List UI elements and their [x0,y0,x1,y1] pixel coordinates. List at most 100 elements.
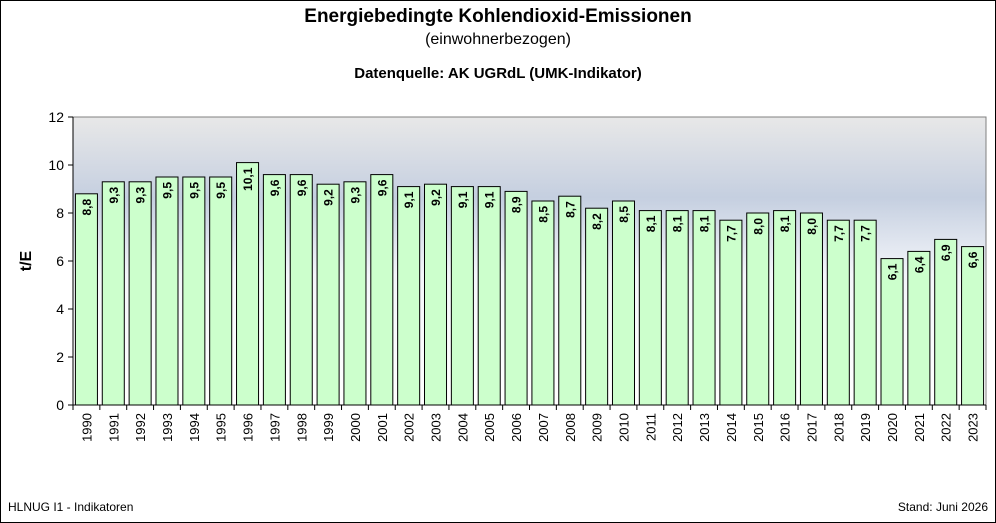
x-tick-label: 2016 [778,413,793,442]
x-tick-label: 2011 [643,413,658,441]
data-label: 8,7 [563,201,577,218]
y-tick-label: 4 [56,301,64,317]
bar-1991 [101,181,125,406]
x-tick-label: 2014 [724,413,739,442]
x-tick-label: 2013 [697,413,712,442]
bar-2016 [773,210,797,406]
data-label: 8,2 [590,213,604,230]
footer-publisher: HLNUG I1 - Indikatoren [8,500,134,514]
bar-2022 [934,238,958,406]
bar-2021 [907,250,931,406]
x-tick-label: 2006 [509,413,524,442]
data-label: 8,1 [644,215,658,232]
x-tick-label: 2019 [858,413,873,442]
data-label: 8,0 [751,218,765,235]
bar-1993 [155,176,179,406]
bars-group: 8,8 9,3 9,3 9,5 9,5 9,5 10,1 9,6 9,6 9,2 9,3 9,6 9,1… [74,162,985,406]
x-tick-label: 2015 [751,413,766,442]
data-label: 8,1 [698,215,712,232]
data-label: 9,1 [402,191,416,208]
x-tick-label: 2017 [804,413,819,442]
data-label: 9,5 [214,182,228,199]
bar-2003 [424,183,448,406]
bar-1990 [74,193,98,406]
bar-2015 [746,212,770,406]
data-label: 9,5 [187,182,201,199]
bar-1992 [128,181,152,406]
chart-title: Energiebedingte Kohlendioxid-Emissionen [304,6,692,27]
bar-2010 [611,200,635,406]
x-tick-label: 2009 [590,413,605,442]
axes-group: 0 2 4 6 8 10 12 1990 1991 1992 1993 1994 1995 1996 199… [48,109,987,442]
data-label: 9,5 [160,182,174,199]
bar-1997 [262,174,286,406]
bar-2017 [799,212,823,406]
data-label: 9,2 [322,189,336,206]
y-tick-label: 8 [56,205,64,221]
data-label: 8,5 [617,206,631,223]
data-label: 10,1 [241,167,255,191]
bar-1995 [209,176,233,406]
x-tick-label: 1995 [214,413,229,442]
data-label: 6,9 [939,244,953,261]
y-axis-label: t/E [18,250,35,271]
x-tick-label: 2005 [482,413,497,442]
bar-2005 [477,186,501,406]
bar-2002 [397,186,421,406]
data-label: 7,7 [832,225,846,242]
x-tick-label: 2000 [348,413,363,442]
bar-2012 [665,210,689,406]
chart-subtitle: (einwohnerbezogen) [425,31,571,48]
x-tick-label: 2003 [429,413,444,442]
data-label: 8,8 [80,198,94,215]
data-label: 9,1 [483,191,497,208]
y-tick-label: 12 [48,109,64,125]
data-label: 6,6 [966,251,980,268]
data-label: 9,1 [456,191,470,208]
data-label: 9,3 [107,186,121,203]
bar-2018 [826,219,850,406]
x-tick-label: 2020 [885,413,900,442]
bar-2011 [638,210,662,406]
bar-2013 [692,210,716,406]
x-tick-label: 2012 [670,413,685,442]
x-tick-label: 1990 [79,413,94,442]
data-label: 9,3 [134,186,148,203]
bar-2008 [558,195,582,406]
bar-2000 [343,181,367,406]
x-tick-label: 2022 [939,413,954,442]
x-tick-label: 1999 [321,413,336,442]
bar-2007 [531,200,555,406]
y-tick-label: 0 [56,397,64,413]
x-tick-label: 1998 [294,413,309,442]
data-label: 7,7 [724,225,738,242]
data-label: 8,5 [536,206,550,223]
data-source: Datenquelle: AK UGRdL (UMK-Indikator) [354,65,642,82]
x-tick-label: 2018 [831,413,846,442]
x-tick-label: 2002 [402,413,417,442]
bar-1999 [316,183,340,406]
data-label: 6,1 [886,263,900,280]
x-tick-label: 1996 [241,413,256,442]
data-label: 9,3 [348,186,362,203]
x-tick-label: 1992 [133,413,148,442]
bar-2004 [450,186,474,406]
bar-1996 [236,162,260,406]
y-tick-label: 6 [56,253,64,269]
x-tick-label: 2001 [375,413,390,442]
x-tick-label: 2004 [455,413,470,442]
x-tick-label: 2021 [912,413,927,442]
data-label: 8,1 [671,215,685,232]
data-label: 9,6 [295,179,309,196]
x-tick-label: 1997 [267,413,282,442]
x-tick-label: 1991 [106,413,121,442]
x-tick-label: 2008 [563,413,578,442]
x-tick-label: 1993 [160,413,175,442]
data-label: 8,1 [778,215,792,232]
data-label: 9,2 [429,189,443,206]
data-label: 7,7 [859,225,873,242]
bar-2009 [585,207,609,406]
data-label: 6,4 [912,256,926,273]
data-label: 9,6 [375,179,389,196]
